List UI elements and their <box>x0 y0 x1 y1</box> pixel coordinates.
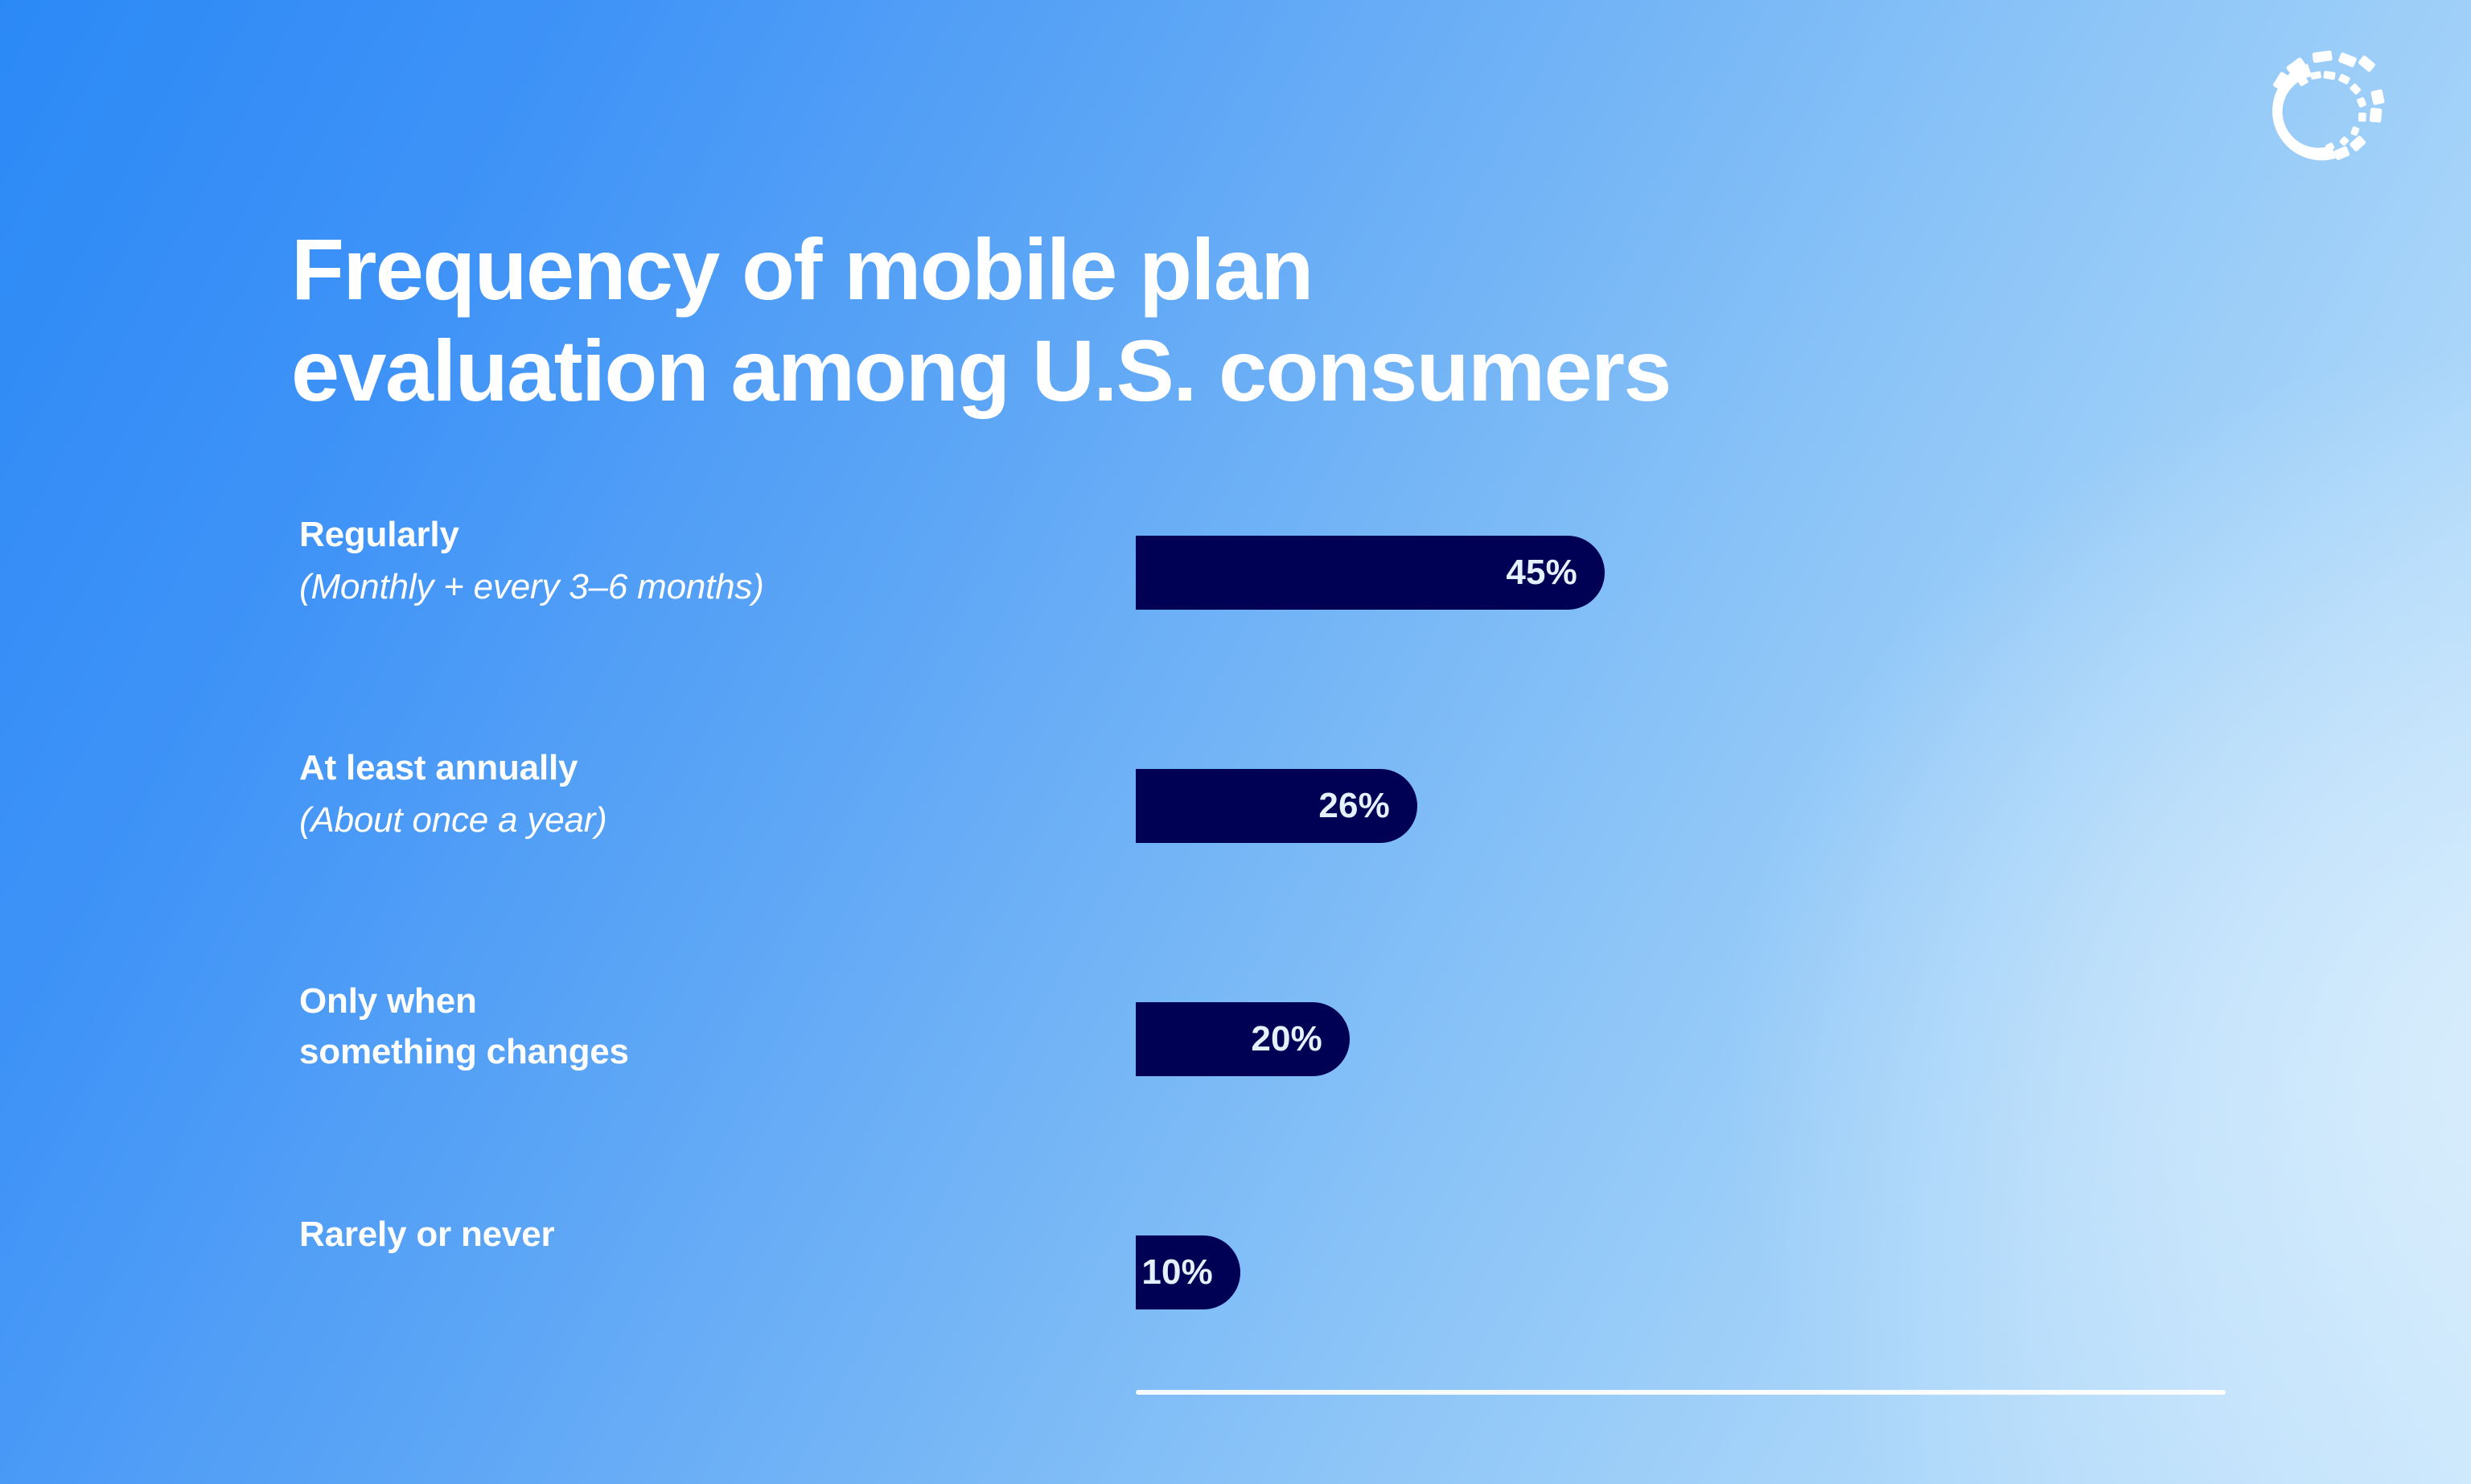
page-title: Frequency of mobile plan evaluation amon… <box>291 220 1671 419</box>
bar-track: 10% <box>1136 1235 2230 1309</box>
row-label-main: At least annually <box>299 748 578 787</box>
row-label: Rarely or never <box>299 1215 1087 1254</box>
row-label-main: Rarely or never <box>299 1215 555 1254</box>
row-label: Only when something changes <box>299 981 1087 1072</box>
bar-rarely-or-never[interactable]: 10% <box>1136 1235 1240 1309</box>
bar-chart: Regularly (Monthly + every 3–6 months) 4… <box>0 515 2471 1448</box>
dotted-circle-logo-icon <box>2265 45 2394 174</box>
bar-regularly[interactable]: 45% <box>1136 536 1605 610</box>
row-label: At least annually (About once a year) <box>299 748 1087 841</box>
bar-track: 26% <box>1136 769 2230 843</box>
row-label-main: Only when <box>299 981 477 1021</box>
bar-track: 20% <box>1136 1002 2230 1076</box>
bar-value: 10% <box>1141 1252 1213 1292</box>
chart-baseline <box>1136 1390 2226 1395</box>
bar-value: 20% <box>1251 1019 1322 1059</box>
bar-value: 26% <box>1318 786 1390 825</box>
row-label-sub: (Monthly + every 3–6 months) <box>299 567 764 607</box>
row-label-main: Regularly <box>299 515 459 554</box>
chart-row: Regularly (Monthly + every 3–6 months) 4… <box>0 515 2471 748</box>
row-label: Regularly (Monthly + every 3–6 months) <box>299 515 1087 607</box>
bar-value: 45% <box>1506 553 1577 592</box>
bar-at-least-annually[interactable]: 26% <box>1136 769 1417 843</box>
chart-row: Rarely or never 10% <box>0 1215 2471 1448</box>
row-label-sub: something changes <box>299 1032 629 1072</box>
chart-row: At least annually (About once a year) 26… <box>0 748 2471 981</box>
bar-track: 45% <box>1136 536 2230 610</box>
bar-only-when-something-changes[interactable]: 20% <box>1136 1002 1350 1076</box>
chart-row: Only when something changes 20% <box>0 981 2471 1215</box>
row-label-sub: (About once a year) <box>299 800 607 841</box>
